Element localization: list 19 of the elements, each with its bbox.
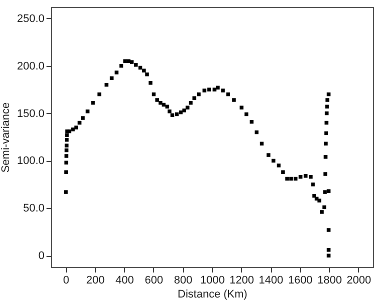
x-tick-label: 1200 bbox=[230, 274, 254, 286]
y-tick-label: 250.0 bbox=[16, 12, 44, 25]
y-tick-label: 0 bbox=[38, 250, 44, 262]
y-tick-label: 100.0 bbox=[16, 155, 44, 168]
x-tick-label: 1600 bbox=[288, 274, 313, 286]
x-tick-label: 1000 bbox=[200, 274, 225, 286]
x-tick-label: 1800 bbox=[317, 274, 342, 286]
y-tick-label: 200.0 bbox=[16, 60, 44, 72]
x-tick-label: 0 bbox=[63, 274, 70, 286]
x-tick-label: 2000 bbox=[346, 274, 372, 286]
x-tick-label: 800 bbox=[174, 274, 192, 286]
x-tick-label: 600 bbox=[144, 274, 164, 286]
x-tick-label: 200 bbox=[86, 274, 105, 286]
x-tick-label: 400 bbox=[116, 274, 134, 286]
y-tick-label: 50.0 bbox=[23, 202, 44, 215]
y-tick-label: 150.0 bbox=[16, 108, 44, 120]
x-axis-title: Distance (Km) bbox=[178, 288, 248, 300]
y-axis-title: Semi-variance bbox=[0, 102, 12, 173]
x-tick-label: 1400 bbox=[258, 274, 284, 286]
